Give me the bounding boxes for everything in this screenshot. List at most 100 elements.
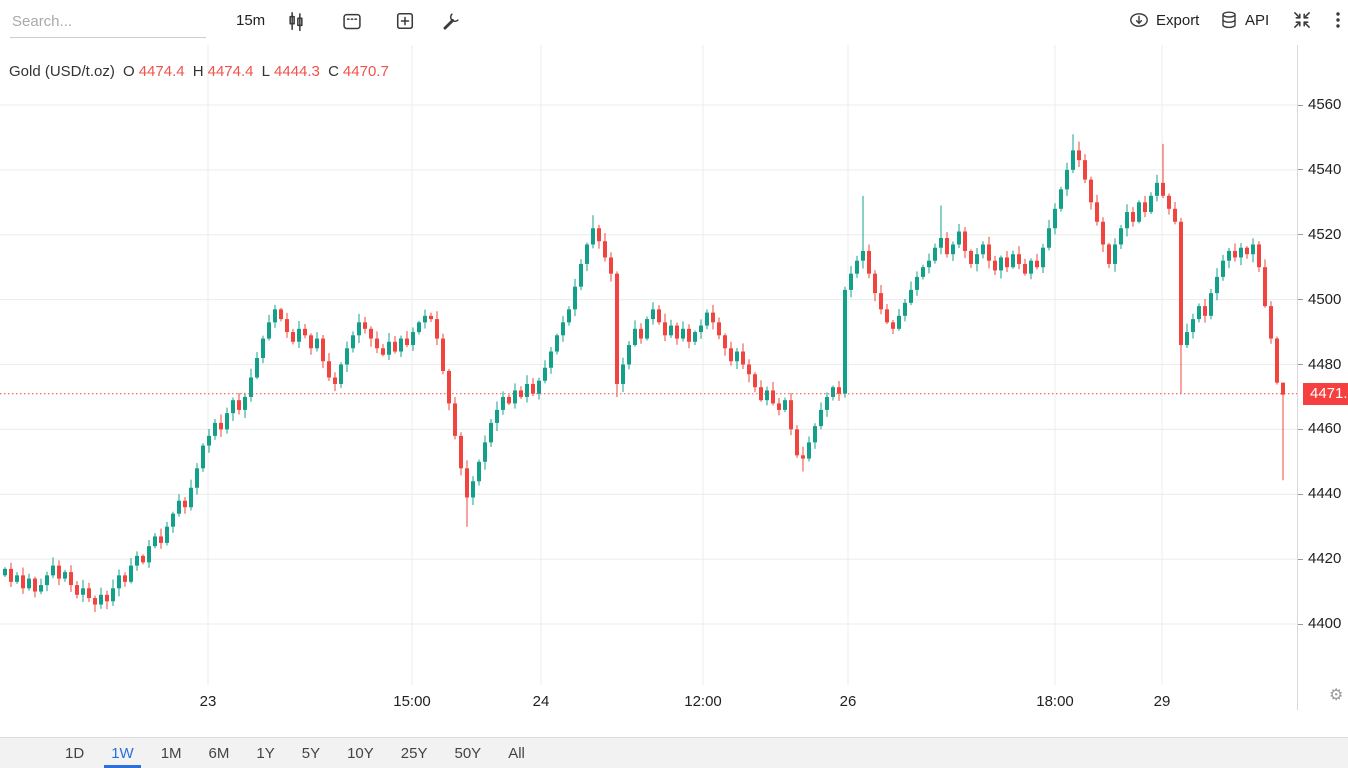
candle-body-down (609, 257, 613, 274)
candle-body-down (219, 422, 223, 430)
y-axis-label: 4540 (1308, 160, 1342, 178)
candle-body-down (747, 364, 751, 375)
candle-body-down (729, 348, 733, 362)
candle-body-up (339, 364, 343, 384)
candle-body-up (831, 387, 835, 397)
interval-selector[interactable]: 15m (236, 12, 266, 29)
tools-button[interactable] (439, 9, 463, 33)
legend-low-value: 4444.3 (274, 63, 320, 80)
collapse-icon (1294, 12, 1310, 28)
chart-canvas (0, 45, 1297, 685)
candle-body-up (825, 396, 829, 410)
candle-body-down (531, 383, 535, 394)
candle-body-down (603, 241, 607, 258)
candle-body-down (459, 435, 463, 469)
candlestick-chart[interactable]: 23 15:00 24 12:00 26 18:00 29 (0, 45, 1297, 710)
candle-body-down (963, 231, 967, 251)
timeframe-all[interactable]: All (508, 744, 525, 762)
candle-body-down (1131, 212, 1135, 222)
candle-body-up (1197, 306, 1201, 320)
price-axis[interactable]: 4471. ⚙ 4560 4540 4520 4500 4480 4460 4440 4420… (1297, 45, 1348, 710)
add-chart-button[interactable] (393, 9, 417, 33)
candle-body-up (1209, 293, 1213, 316)
candle-body-up (897, 315, 901, 329)
candle-body-up (399, 338, 403, 352)
y-axis-tick (1298, 493, 1303, 495)
candle-body-down (1101, 221, 1105, 245)
calendar-button[interactable] (340, 9, 364, 33)
export-button[interactable]: Export (1128, 10, 1199, 30)
candle-body-down (363, 322, 367, 329)
y-axis-label: 4560 (1308, 96, 1342, 113)
y-axis-tick (1298, 169, 1303, 171)
candle-body-down (1245, 247, 1249, 255)
search-input[interactable] (10, 7, 206, 38)
y-axis-tick (1298, 623, 1303, 625)
candle-body-down (435, 319, 439, 339)
candle-body-down (57, 565, 61, 579)
y-axis-tick (1298, 558, 1303, 560)
more-menu-button[interactable] (1326, 8, 1348, 32)
timeframe-1d[interactable]: 1D (65, 744, 85, 762)
candle-body-down (159, 536, 163, 543)
candle-body-up (177, 500, 181, 514)
candle-body-up (525, 383, 529, 397)
candle-body-up (1113, 244, 1117, 264)
candle-body-up (1041, 247, 1045, 268)
candle-body-down (453, 403, 457, 436)
candle-body-down (753, 374, 757, 388)
collapse-button[interactable] (1290, 8, 1314, 32)
candle-body-up (357, 322, 361, 336)
candle-body-up (513, 390, 517, 404)
candle-body-up (1059, 189, 1063, 209)
candle-body-up (783, 400, 787, 410)
candlestick-chart-type-button[interactable] (284, 9, 308, 33)
legend-close-value: 4470.7 (342, 63, 389, 80)
candle-body-down (1107, 244, 1111, 264)
candle-body-down (105, 594, 109, 602)
candle-body-up (843, 289, 847, 394)
timeframe-1w[interactable]: 1W (104, 738, 141, 768)
candle-body-down (771, 390, 775, 404)
timeframe-50y[interactable]: 50Y (454, 744, 482, 762)
timeframe-25y[interactable]: 25Y (400, 744, 428, 762)
candle-body-down (615, 273, 619, 384)
x-axis-label: 18:00 (1036, 693, 1074, 710)
candle-body-down (333, 377, 337, 384)
candle-body-up (45, 575, 49, 586)
toolbar: 15m Export (0, 0, 1348, 45)
x-axis-label: 24 (532, 693, 550, 710)
candle-body-up (243, 396, 247, 410)
candle-body-down (1089, 179, 1093, 203)
candle-body-down (375, 338, 379, 349)
candle-body-down (429, 315, 433, 320)
candle-body-up (255, 358, 259, 378)
cloud-download-icon (1130, 13, 1148, 27)
settings-gear-icon[interactable]: ⚙ (1329, 687, 1344, 704)
timeframe-5y[interactable]: 5Y (301, 744, 321, 762)
export-label: Export (1156, 11, 1200, 29)
candlestick-icon (289, 11, 303, 32)
timeframe-6m[interactable]: 6M (208, 744, 230, 762)
candle-body-down (945, 237, 949, 255)
candle-body-down (969, 250, 973, 264)
timeframe-1y[interactable]: 1Y (256, 744, 275, 762)
candle-body-up (117, 575, 121, 589)
timeframe-1m[interactable]: 1M (160, 744, 182, 762)
candle-body-up (765, 390, 769, 401)
y-axis-label: 4500 (1308, 290, 1342, 308)
candle-body-down (447, 370, 451, 404)
candle-body-down (657, 309, 661, 323)
candle-body-down (597, 228, 601, 242)
candle-body-up (27, 578, 31, 589)
x-axis-label: 23 (199, 693, 217, 710)
candle-body-up (417, 322, 421, 333)
candle-body-down (837, 387, 841, 394)
timeframe-10y[interactable]: 10Y (347, 744, 374, 762)
candle-body-down (141, 555, 145, 563)
candle-body-up (231, 400, 235, 414)
timeframe-bar: 1D 1W 1M 6M 1Y 5Y 10Y 25Y 50Y All (0, 737, 1348, 768)
legend-open-value: 4474.4 (138, 63, 185, 80)
candle-body-up (585, 244, 589, 264)
api-button[interactable]: API (1219, 10, 1269, 30)
